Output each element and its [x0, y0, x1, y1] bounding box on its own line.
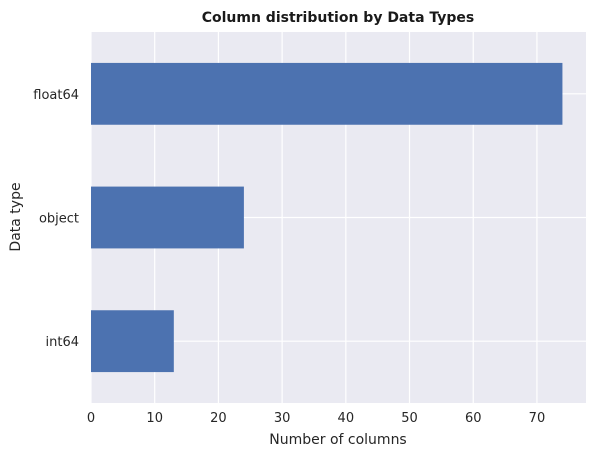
y-tick-label: int64	[46, 335, 80, 350]
x-tick-label: 30	[274, 411, 291, 426]
y-tick-label: float64	[33, 88, 79, 103]
x-axis-label: Number of columns	[269, 432, 406, 448]
x-tick-label: 60	[465, 411, 482, 426]
y-tick-label: object	[39, 212, 79, 227]
bar-int64	[91, 310, 174, 373]
tick-labels: 0 10 20 30 40 50 60 70 float64 object int64	[33, 88, 545, 426]
x-tick-label: 70	[529, 411, 546, 426]
bar-float64	[91, 62, 563, 125]
x-tick-label: 50	[401, 411, 418, 426]
bar-object	[91, 186, 244, 249]
x-tick-label: 10	[146, 411, 163, 426]
x-tick-label: 0	[87, 411, 95, 426]
chart-title: Column distribution by Data Types	[202, 10, 475, 26]
x-tick-label: 40	[338, 411, 355, 426]
x-tick-label: 20	[210, 411, 227, 426]
y-axis-label: Data type	[8, 182, 24, 251]
bars	[91, 62, 563, 373]
